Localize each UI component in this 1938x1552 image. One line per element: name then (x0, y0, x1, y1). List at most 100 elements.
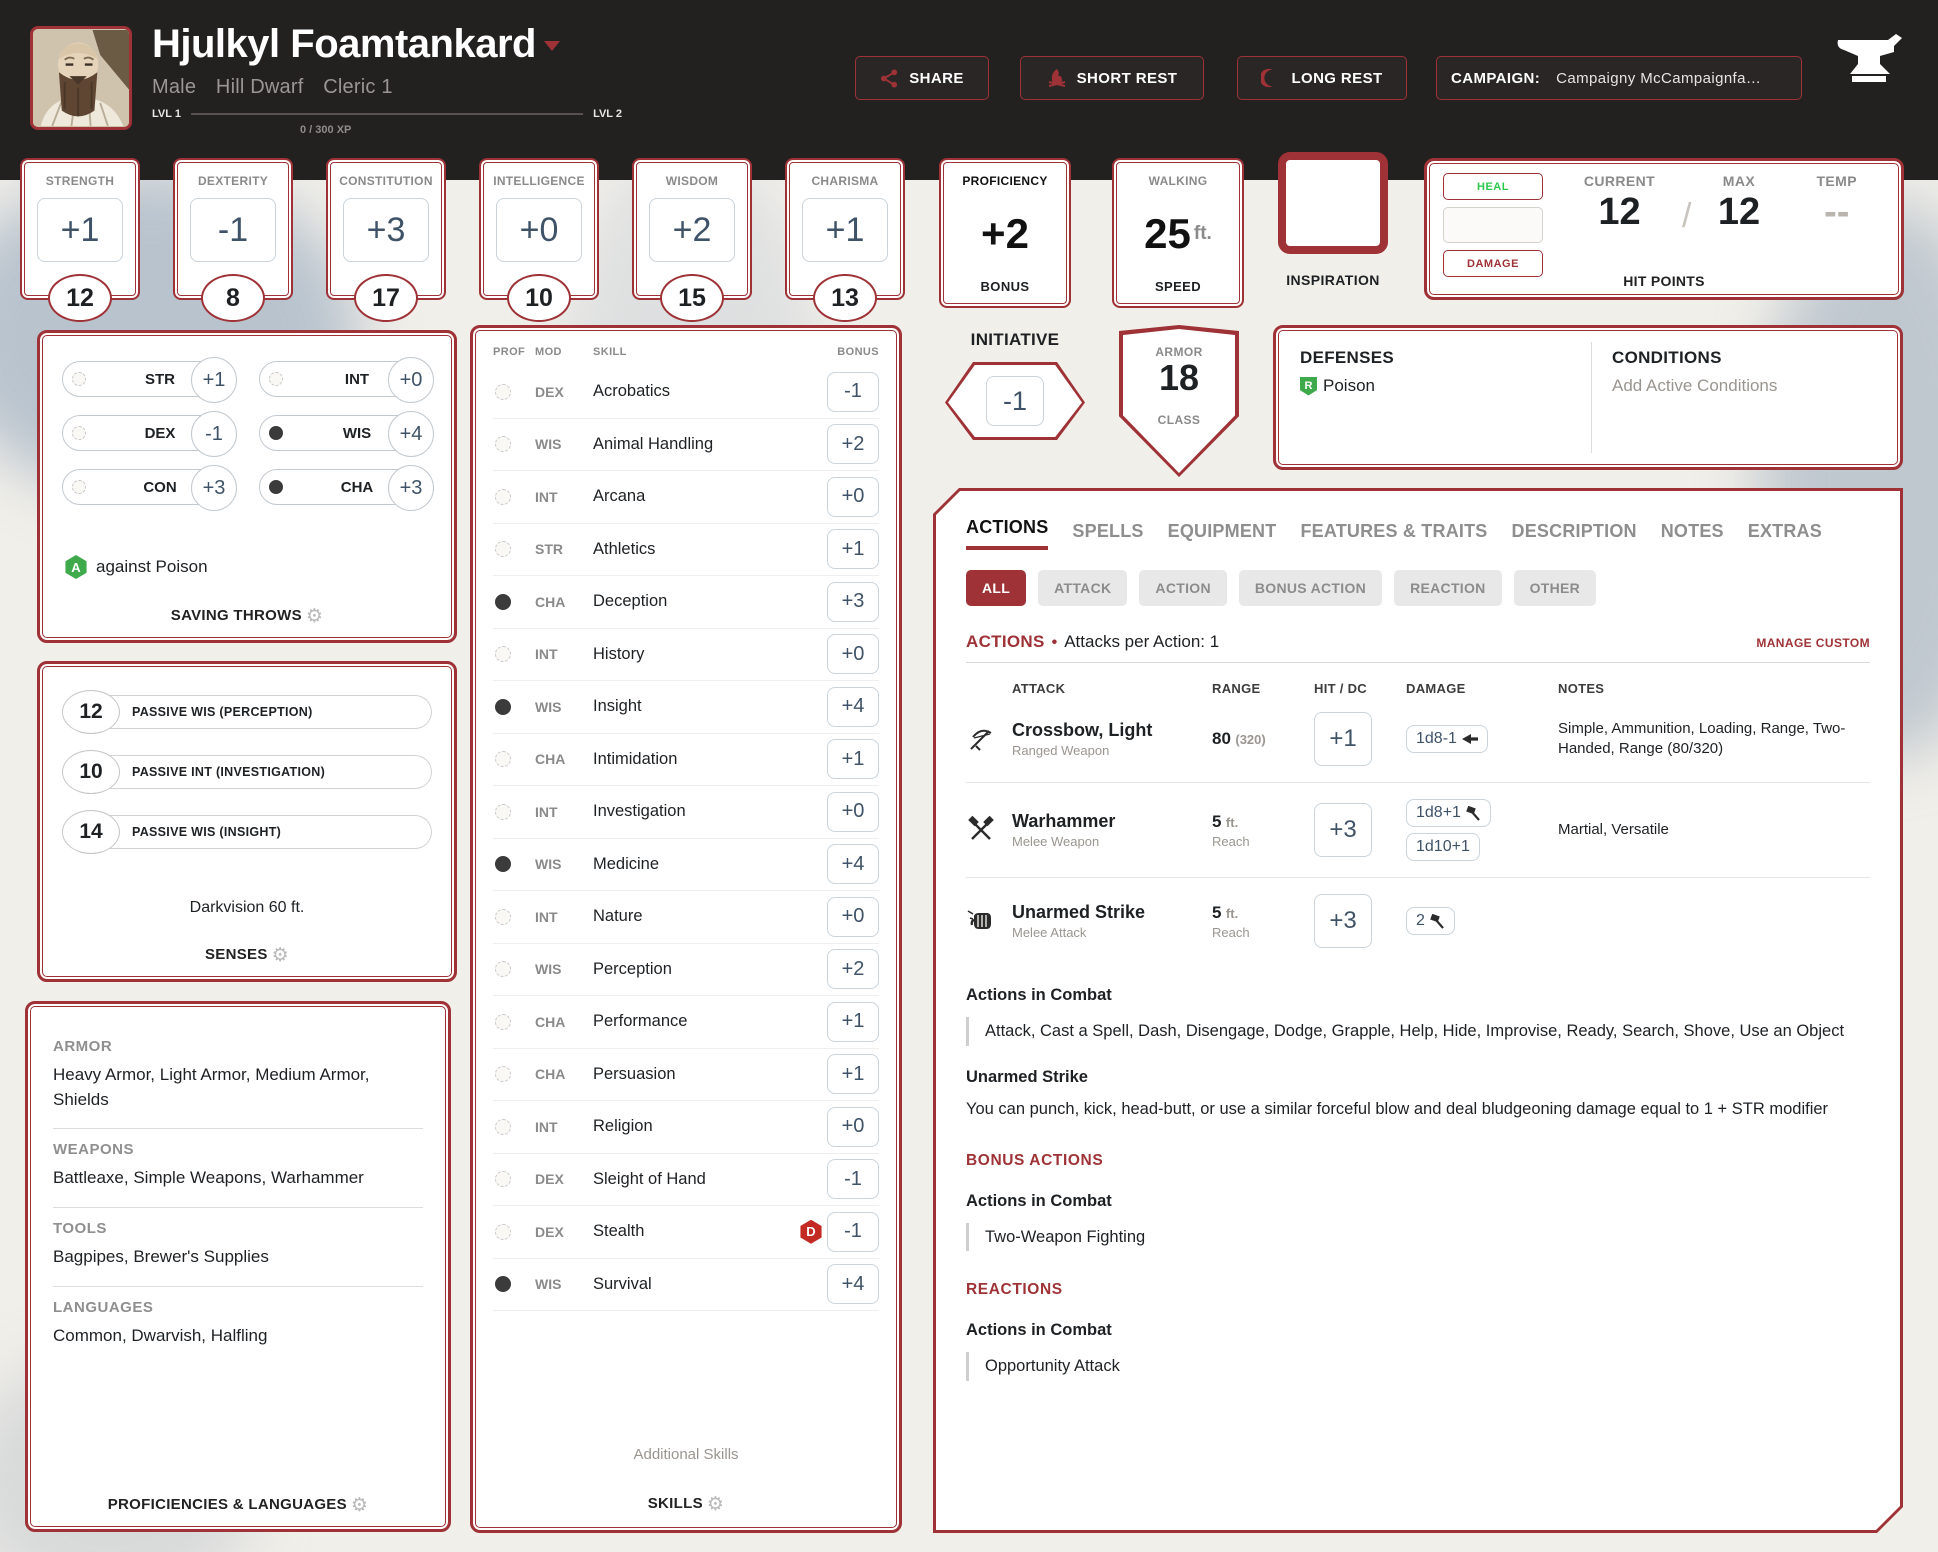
skill-row[interactable]: WIS Perception +2 (493, 944, 879, 996)
skill-row[interactable]: WIS Survival +4 (493, 1259, 879, 1311)
skill-bonus[interactable]: +0 (827, 476, 879, 517)
inspiration-box[interactable] (1278, 152, 1388, 254)
ability-modifier[interactable]: +2 (649, 198, 735, 262)
content-tab[interactable]: FEATURES & TRAITS (1300, 521, 1488, 541)
skill-row[interactable]: CHA Deception +3 (493, 576, 879, 629)
skill-bonus[interactable]: +4 (827, 1264, 879, 1305)
skills-settings-gear-icon[interactable]: ⚙ (706, 1494, 725, 1515)
attack-damage[interactable]: 1d10+1 (1406, 833, 1480, 861)
attack-damage[interactable]: 1d8+1 (1406, 799, 1491, 827)
attack-row[interactable]: Warhammer Melee Weapon 5 ft. Reach +3 1d… (966, 783, 1870, 878)
skill-bonus[interactable]: +0 (827, 896, 879, 937)
skill-bonus[interactable]: +1 (827, 529, 879, 570)
saving-throw-modifier[interactable]: +0 (388, 357, 434, 403)
skill-bonus[interactable]: +0 (827, 791, 879, 832)
ability-score[interactable]: 17 (354, 274, 418, 322)
content-tab[interactable]: SPELLS (1072, 521, 1144, 541)
skill-row[interactable]: INT Investigation +0 (493, 786, 879, 839)
action-filter-pill[interactable]: ACTION (1139, 570, 1226, 606)
name-dropdown-caret[interactable] (543, 41, 560, 52)
skill-row[interactable]: WIS Animal Handling +2 (493, 419, 879, 471)
content-tab[interactable]: DESCRIPTION (1511, 521, 1637, 541)
skill-bonus[interactable]: +4 (827, 686, 879, 727)
ability-score[interactable]: 13 (813, 274, 877, 322)
senses-settings-gear-icon[interactable]: ⚙ (271, 945, 289, 966)
saving-throw-modifier[interactable]: +3 (388, 465, 434, 511)
skill-row[interactable]: INT Religion +0 (493, 1101, 879, 1154)
damage-button[interactable]: DAMAGE (1443, 250, 1543, 277)
campaign-button[interactable]: CAMPAIGN: Campaigny McCampaignfa… (1436, 56, 1802, 100)
skill-row[interactable]: WIS Medicine +4 (493, 839, 879, 891)
dndbeyond-anvil-logo[interactable] (1832, 30, 1910, 86)
additional-skills-link[interactable]: Additional Skills (633, 1446, 739, 1463)
saving-throw-modifier[interactable]: +4 (388, 411, 434, 457)
initiative-value[interactable]: -1 (986, 376, 1044, 426)
short-rest-button[interactable]: SHORT REST (1020, 56, 1204, 100)
skill-row[interactable]: WIS Insight +4 (493, 681, 879, 734)
proficiencies-settings-gear-icon[interactable]: ⚙ (350, 1495, 369, 1516)
ability-score[interactable]: 8 (201, 274, 265, 322)
share-button[interactable]: SHARE (855, 56, 989, 100)
ability-modifier[interactable]: +1 (802, 198, 888, 262)
skill-row[interactable]: DEX Stealth D -1 (493, 1206, 879, 1259)
skill-row[interactable]: CHA Performance +1 (493, 996, 879, 1049)
skill-row[interactable]: DEX Acrobatics -1 (493, 366, 879, 419)
skill-bonus[interactable]: -1 (827, 371, 879, 412)
saving-throw-modifier[interactable]: +3 (191, 465, 237, 511)
skill-bonus[interactable]: -1 (827, 1211, 879, 1252)
content-tab[interactable]: ACTIONS (966, 517, 1048, 550)
saving-throws-settings-gear-icon[interactable]: ⚙ (305, 606, 324, 627)
skill-bonus[interactable]: +1 (827, 1054, 879, 1095)
heal-button[interactable]: HEAL (1443, 173, 1543, 200)
action-filter-pill[interactable]: ALL (966, 570, 1026, 606)
skill-bonus[interactable]: +2 (827, 949, 879, 990)
skill-row[interactable]: STR Athletics +1 (493, 524, 879, 576)
skill-bonus[interactable]: +1 (827, 1001, 879, 1042)
saving-throw-modifier[interactable]: +1 (191, 357, 237, 403)
content-tab[interactable]: EXTRAS (1747, 521, 1822, 541)
saving-throw-pill[interactable]: DEX -1 (62, 411, 237, 457)
content-tab[interactable]: EQUIPMENT (1167, 521, 1277, 541)
skill-bonus[interactable]: +0 (827, 634, 879, 675)
skill-bonus[interactable]: +0 (827, 1106, 879, 1147)
skill-bonus[interactable]: +1 (827, 739, 879, 780)
ability-score[interactable]: 15 (660, 274, 724, 322)
skill-row[interactable]: INT History +0 (493, 629, 879, 681)
ability-score[interactable]: 12 (48, 274, 112, 322)
ability-score[interactable]: 10 (507, 274, 571, 322)
skill-bonus[interactable]: +3 (827, 581, 879, 622)
saving-throw-modifier[interactable]: -1 (191, 411, 237, 457)
hp-amount-input[interactable] (1443, 207, 1543, 243)
attack-hit-bonus[interactable]: +3 (1314, 803, 1372, 857)
ability-modifier[interactable]: +0 (496, 198, 582, 262)
action-filter-pill[interactable]: OTHER (1514, 570, 1597, 606)
ability-modifier[interactable]: +1 (37, 198, 123, 262)
action-filter-pill[interactable]: REACTION (1394, 570, 1502, 606)
character-avatar[interactable] (30, 26, 132, 130)
attack-damage[interactable]: 1d8-1 (1406, 725, 1488, 753)
content-tab[interactable]: NOTES (1660, 521, 1724, 541)
skill-row[interactable]: INT Arcana +0 (493, 471, 879, 524)
ability-modifier[interactable]: -1 (190, 198, 276, 262)
action-filter-pill[interactable]: BONUS ACTION (1239, 570, 1382, 606)
ability-modifier[interactable]: +3 (343, 198, 429, 262)
skill-bonus[interactable]: -1 (827, 1159, 879, 1200)
attack-hit-bonus[interactable]: +1 (1314, 712, 1372, 766)
attack-damage[interactable]: 2 (1406, 907, 1455, 935)
add-conditions-button[interactable]: Add Active Conditions (1612, 376, 1778, 395)
skill-bonus[interactable]: +4 (827, 844, 879, 885)
skill-row[interactable]: CHA Intimidation +1 (493, 734, 879, 786)
saving-throw-pill[interactable]: CHA +3 (259, 465, 434, 511)
saving-throw-pill[interactable]: STR +1 (62, 357, 237, 403)
manage-custom-link[interactable]: MANAGE CUSTOM (1756, 636, 1870, 650)
skill-row[interactable]: DEX Sleight of Hand -1 (493, 1154, 879, 1206)
skill-row[interactable]: INT Nature +0 (493, 891, 879, 944)
saving-throw-pill[interactable]: WIS +4 (259, 411, 434, 457)
attack-row[interactable]: Crossbow, Light Ranged Weapon 80 (320) +… (966, 696, 1870, 783)
attack-hit-bonus[interactable]: +3 (1314, 894, 1372, 948)
action-filter-pill[interactable]: ATTACK (1038, 570, 1127, 606)
skill-row[interactable]: CHA Persuasion +1 (493, 1049, 879, 1101)
skill-bonus[interactable]: +2 (827, 424, 879, 465)
saving-throw-pill[interactable]: CON +3 (62, 465, 237, 511)
long-rest-button[interactable]: LONG REST (1237, 56, 1407, 100)
